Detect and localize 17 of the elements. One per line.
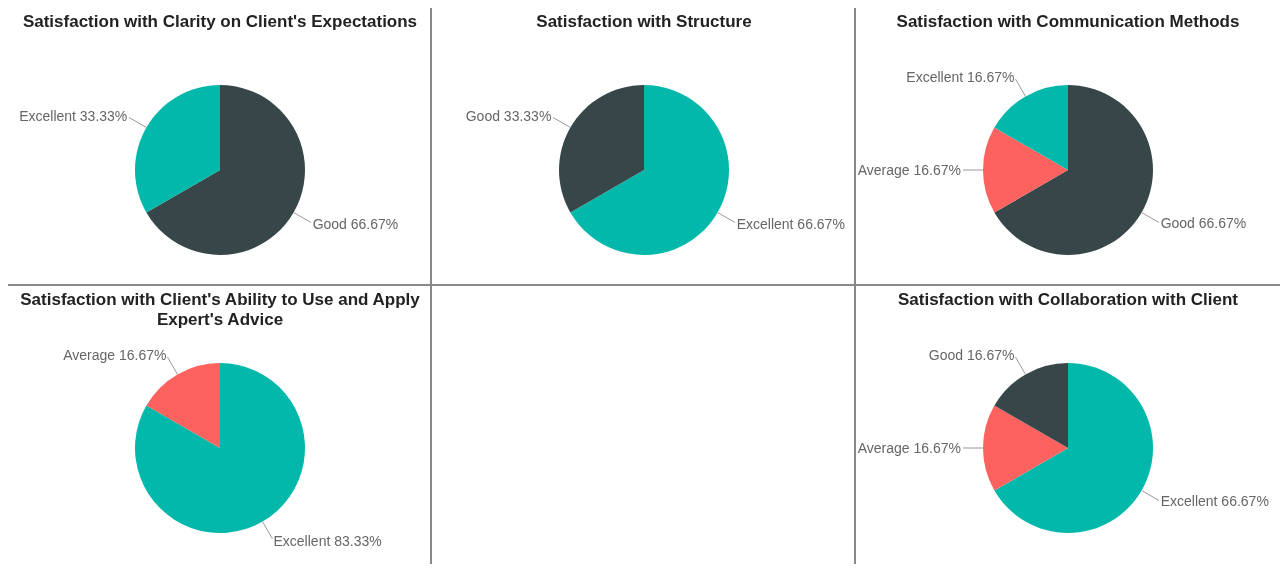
chart-title: Satisfaction with Collaboration with Client — [897, 289, 1239, 311]
slice-label: Excellent 16.67% — [906, 69, 1015, 86]
chart-title: Satisfaction with Structure — [535, 11, 753, 33]
slice-label: Good 16.67% — [928, 347, 1015, 364]
slice-label: Excellent 66.67% — [736, 215, 845, 232]
slice-label: Average 16.67% — [857, 440, 961, 457]
slice-label: Average 16.67% — [857, 162, 961, 179]
slice-label: Excellent 33.33% — [19, 108, 128, 125]
chart-title: Satisfaction with Communication Methods — [895, 11, 1241, 33]
slice-label: Average 16.67% — [63, 347, 167, 364]
chart-title: Satisfaction with Client's Ability to Use and Apply Expert's Advice — [19, 289, 421, 331]
slice-label: Good 66.67% — [312, 215, 399, 232]
slice-label: Good 33.33% — [465, 108, 552, 125]
slice-label: Excellent 66.67% — [1160, 493, 1269, 510]
chart-title: Satisfaction with Clarity on Client's Expectations — [21, 11, 419, 33]
slice-label: Good 66.67% — [1160, 215, 1247, 232]
slice-label: Excellent 83.33% — [273, 532, 382, 549]
